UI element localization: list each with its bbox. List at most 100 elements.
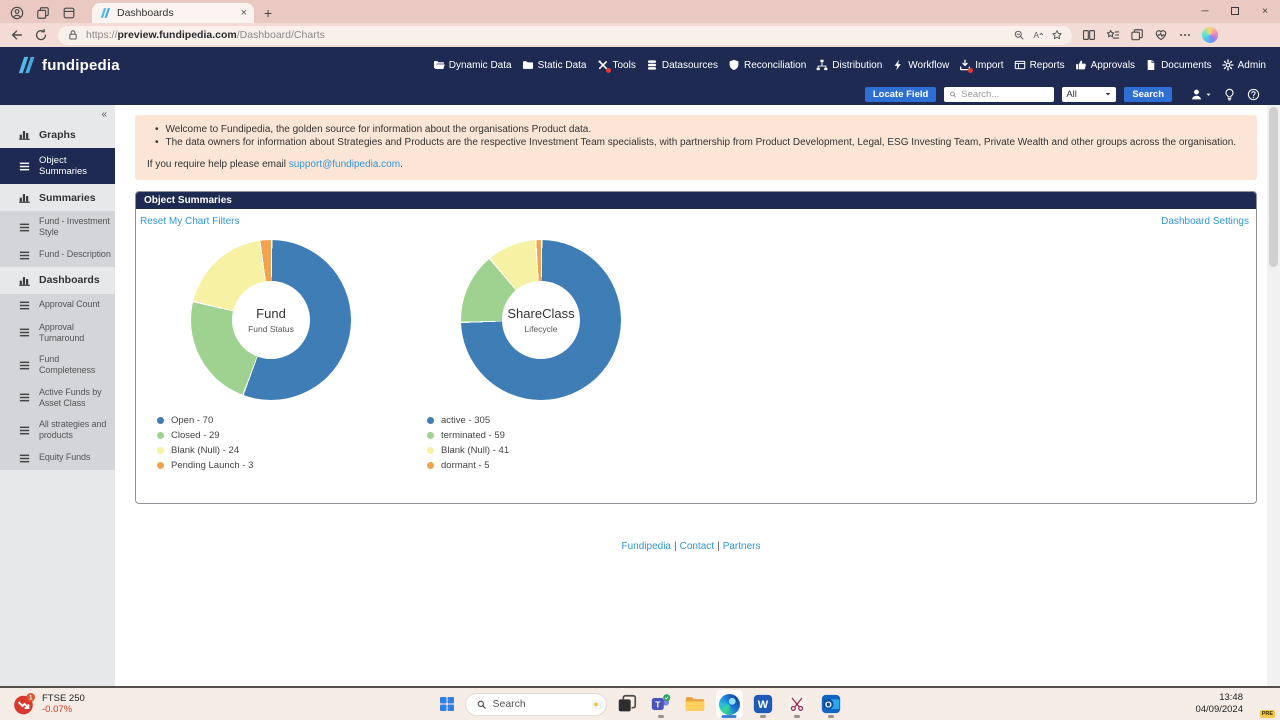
- sidebar-item-fund-description[interactable]: Fund - Description: [0, 243, 115, 267]
- file-explorer-button[interactable]: [682, 690, 709, 718]
- nav-item-documents[interactable]: Documents: [1145, 59, 1212, 71]
- search-scope-select[interactable]: All: [1062, 86, 1117, 102]
- search-icon: [476, 699, 487, 710]
- taskbar-search-box[interactable]: [464, 692, 607, 716]
- address-bar[interactable]: https://preview.fundipedia.com/Dashboard…: [58, 25, 1072, 45]
- collections-icon[interactable]: [1130, 28, 1144, 42]
- nav-label: Dynamic Data: [448, 59, 512, 71]
- nav-item-distribution[interactable]: Distribution: [816, 59, 882, 71]
- favorites-icon[interactable]: [1106, 28, 1120, 42]
- sidebar-item-approval-count[interactable]: Approval Count: [0, 293, 115, 317]
- browser-essentials-icon[interactable]: [1154, 28, 1168, 42]
- scrollbar-thumb[interactable]: [1269, 107, 1278, 267]
- back-icon[interactable]: [10, 28, 24, 42]
- outlook-button[interactable]: O: [818, 690, 845, 718]
- donut-ring[interactable]: Fund Fund Status: [191, 240, 351, 400]
- legend-item-pending-launch[interactable]: Pending Launch - 3: [157, 460, 406, 471]
- tab-close-icon[interactable]: ×: [240, 7, 247, 19]
- lightbulb-icon[interactable]: [1223, 88, 1236, 101]
- fundipedia-logo[interactable]: fundipedia: [16, 55, 120, 75]
- nav-item-datasources[interactable]: Datasources: [646, 59, 718, 71]
- bar-chart-icon: [18, 274, 31, 287]
- favorite-star-icon[interactable]: [1051, 29, 1063, 41]
- sidebar-item-fund-investment-style[interactable]: Fund - Investment Style: [0, 211, 115, 244]
- taskbar-stock-widget[interactable]: 1 FTSE 250 -0.07%: [12, 692, 85, 716]
- reset-chart-filters-link[interactable]: Reset My Chart Filters: [140, 216, 240, 227]
- more-options-icon[interactable]: [1178, 28, 1192, 42]
- window-close-button[interactable]: ×: [1262, 6, 1268, 17]
- legend-item-blank-null[interactable]: Blank (Null) - 41: [427, 445, 676, 456]
- list-icon: [18, 221, 31, 234]
- copilot-icon[interactable]: [1202, 27, 1218, 43]
- legend-label: Closed - 29: [171, 430, 220, 441]
- refresh-icon[interactable]: [34, 28, 48, 42]
- page-scrollbar[interactable]: [1267, 105, 1280, 686]
- nav-item-admin[interactable]: Admin: [1221, 59, 1266, 71]
- sidebar-item-dashboards[interactable]: Dashboards: [0, 267, 115, 294]
- legend-item-dormant[interactable]: dormant - 5: [427, 460, 676, 471]
- read-aloud-icon[interactable]: A: [1032, 29, 1044, 41]
- sidebar-item-fund-completeness[interactable]: Fund Completeness: [0, 349, 115, 382]
- folder-icon: [684, 693, 706, 715]
- donut-ring[interactable]: ShareClass Lifecycle: [461, 240, 621, 400]
- taskbar-clock[interactable]: 13:48 04/09/2024: [1195, 692, 1243, 717]
- start-button[interactable]: [436, 693, 458, 715]
- search-button[interactable]: Search: [1124, 86, 1172, 102]
- sidebar-item-all-strategies-and-products[interactable]: All strategies and products: [0, 414, 115, 447]
- donut-center: Fund Fund Status: [232, 281, 310, 359]
- copilot-taskbar-button[interactable]: PRE: [1251, 694, 1275, 718]
- user-menu[interactable]: [1190, 88, 1212, 101]
- search-input[interactable]: [961, 88, 1050, 100]
- sidebar-item-active-funds-by-asset-class[interactable]: Active Funds by Asset Class: [0, 381, 115, 414]
- list-icon: [18, 299, 31, 312]
- zoom-icon[interactable]: [1013, 29, 1025, 41]
- legend-item-active[interactable]: active - 305: [427, 415, 676, 426]
- sidebar-item-summaries[interactable]: Summaries: [0, 184, 115, 211]
- support-email-link[interactable]: support@fundipedia.com: [288, 159, 401, 170]
- profile-icon[interactable]: [10, 6, 24, 20]
- sidebar-item-approval-turnaround[interactable]: Approval Turnaround: [0, 316, 115, 349]
- url-text: https://preview.fundipedia.com/Dashboard…: [86, 29, 325, 41]
- sidebar-item-equity-funds[interactable]: Equity Funds: [0, 446, 115, 470]
- nav-item-workflow[interactable]: Workflow: [892, 59, 949, 71]
- legend-item-blank-null[interactable]: Blank (Null) - 24: [157, 445, 406, 456]
- tab-actions-icon[interactable]: [62, 6, 76, 20]
- legend-item-closed[interactable]: Closed - 29: [157, 430, 406, 441]
- snipping-tool-button[interactable]: [784, 690, 811, 718]
- dashboard-settings-link[interactable]: Dashboard Settings: [1161, 216, 1249, 227]
- import-icon: [959, 59, 974, 73]
- locate-field-button[interactable]: Locate Field: [864, 86, 937, 102]
- footer-link-contact[interactable]: Contact: [679, 541, 715, 552]
- sidebar-item-graphs[interactable]: Graphs: [0, 121, 115, 148]
- teams-button[interactable]: T: [648, 690, 675, 718]
- bolt-icon: [892, 59, 904, 71]
- gear-icon: [1221, 59, 1234, 71]
- task-view-button[interactable]: [614, 690, 641, 718]
- new-tab-button[interactable]: +: [264, 5, 273, 21]
- search-icon: [949, 90, 957, 99]
- workspaces-icon[interactable]: [36, 6, 50, 20]
- nav-item-tools[interactable]: Tools: [597, 59, 636, 73]
- legend-item-terminated[interactable]: terminated - 59: [427, 430, 676, 441]
- nav-item-static-data[interactable]: Static Data: [522, 59, 587, 71]
- sidebar-collapse-icon[interactable]: «: [101, 109, 107, 120]
- global-search-box[interactable]: [944, 86, 1055, 102]
- nav-item-import[interactable]: Import: [959, 59, 1004, 73]
- word-button[interactable]: W: [750, 690, 777, 718]
- nav-item-dynamic-data[interactable]: Dynamic Data: [433, 59, 512, 71]
- browser-tab-dashboards[interactable]: Dashboards ×: [92, 3, 254, 23]
- footer-link-fundipedia[interactable]: Fundipedia: [621, 541, 671, 552]
- window-maximize-button[interactable]: [1220, 0, 1250, 23]
- nav-item-reports[interactable]: Reports: [1014, 59, 1065, 71]
- window-minimize-button[interactable]: ─: [1201, 6, 1209, 17]
- help-icon[interactable]: [1247, 88, 1260, 101]
- split-screen-icon[interactable]: [1082, 28, 1096, 42]
- nav-item-approvals[interactable]: Approvals: [1075, 59, 1135, 71]
- nav-item-reconciliation[interactable]: Reconciliation: [728, 59, 806, 71]
- taskbar-search-input[interactable]: [492, 698, 586, 710]
- footer-link-partners[interactable]: Partners: [722, 541, 761, 552]
- sidebar-item-object-summaries[interactable]: Object Summaries: [0, 148, 115, 184]
- legend-item-open[interactable]: Open - 70: [157, 415, 406, 426]
- edge-button[interactable]: [715, 690, 743, 718]
